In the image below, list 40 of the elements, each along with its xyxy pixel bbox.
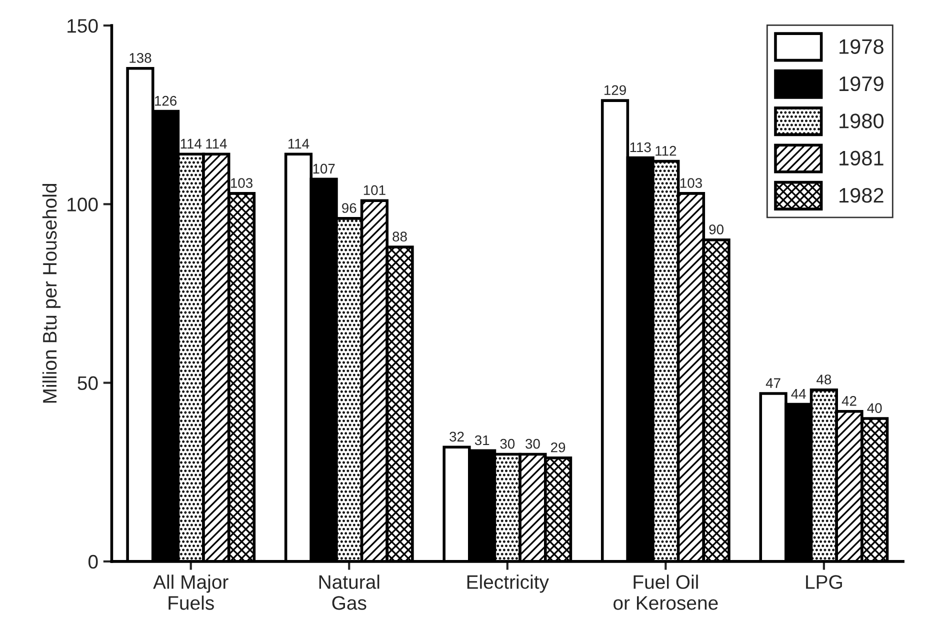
data-label: 103 <box>230 178 252 188</box>
x-tick-label: Electricity <box>467 574 549 593</box>
y-tick-label: 100 <box>68 198 98 212</box>
data-label: 30 <box>526 438 540 449</box>
data-label: 101 <box>364 185 386 196</box>
x-tick-label: Fuel Oil or Kerosene <box>614 574 718 610</box>
data-label: 114 <box>206 138 227 148</box>
data-label: 126 <box>155 96 177 106</box>
x-tick-label: All Major Fuels <box>153 574 228 610</box>
data-label: 103 <box>680 178 702 188</box>
x-tick-label: LPG <box>806 575 842 589</box>
data-label: 44 <box>791 389 806 399</box>
data-label: 29 <box>551 442 566 452</box>
data-label: 88 <box>392 232 407 242</box>
data-label: 96 <box>342 203 356 213</box>
data-label: 129 <box>604 85 626 96</box>
data-label: 47 <box>766 378 780 388</box>
y-axis-title: Million Btu per Household <box>42 184 61 403</box>
y-tick-label: 150 <box>68 18 98 33</box>
data-label: 32 <box>450 432 464 442</box>
legend-label: 1981 <box>840 150 884 166</box>
y-tick-label: 0 <box>88 554 98 569</box>
data-label: 107 <box>313 164 335 174</box>
legend-label: 1979 <box>840 76 884 92</box>
data-label: 114 <box>288 138 310 148</box>
x-tick-label: Natural Gas <box>319 574 380 610</box>
legend-label: 1978 <box>840 39 884 54</box>
legend-label: 1982 <box>840 188 884 203</box>
data-label: 30 <box>500 438 515 449</box>
legend-label: 1980 <box>840 114 884 128</box>
data-label: 90 <box>709 224 724 234</box>
data-label: 48 <box>816 374 832 384</box>
data-label: 31 <box>474 435 490 446</box>
y-tick-label: 50 <box>78 376 98 390</box>
data-label: 114 <box>180 138 202 148</box>
data-label: 113 <box>630 142 651 152</box>
data-label: 138 <box>130 53 152 63</box>
data-label: 112 <box>656 146 676 156</box>
data-label: 40 <box>867 403 882 414</box>
data-label: 42 <box>842 396 856 406</box>
